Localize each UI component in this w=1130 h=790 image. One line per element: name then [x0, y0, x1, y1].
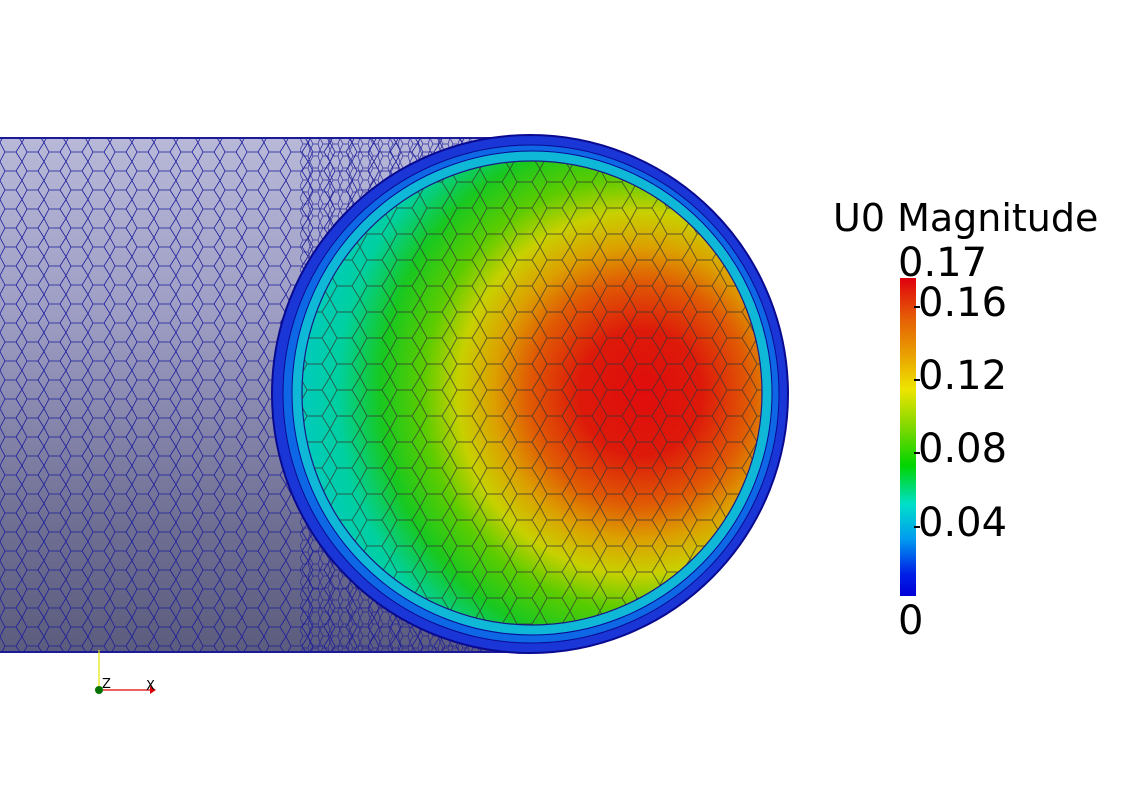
z-axis-label: Z	[102, 677, 111, 692]
x-axis-arrow-icon	[150, 686, 156, 694]
legend-min-label: 0	[898, 598, 924, 644]
legend-title: U0 Magnitude	[833, 196, 1099, 240]
orientation-axes: Z X	[95, 650, 156, 694]
color-scale-bar	[900, 278, 916, 596]
legend-tick: 0.12	[913, 353, 1008, 399]
velocity-field	[302, 161, 762, 625]
z-axis-dot-icon	[95, 686, 103, 694]
x-axis-label: X	[146, 679, 155, 694]
legend-tick: 0.08	[913, 426, 1008, 472]
legend-tick: 0.04	[913, 500, 1008, 546]
legend-tick: 0.16	[913, 280, 1008, 326]
